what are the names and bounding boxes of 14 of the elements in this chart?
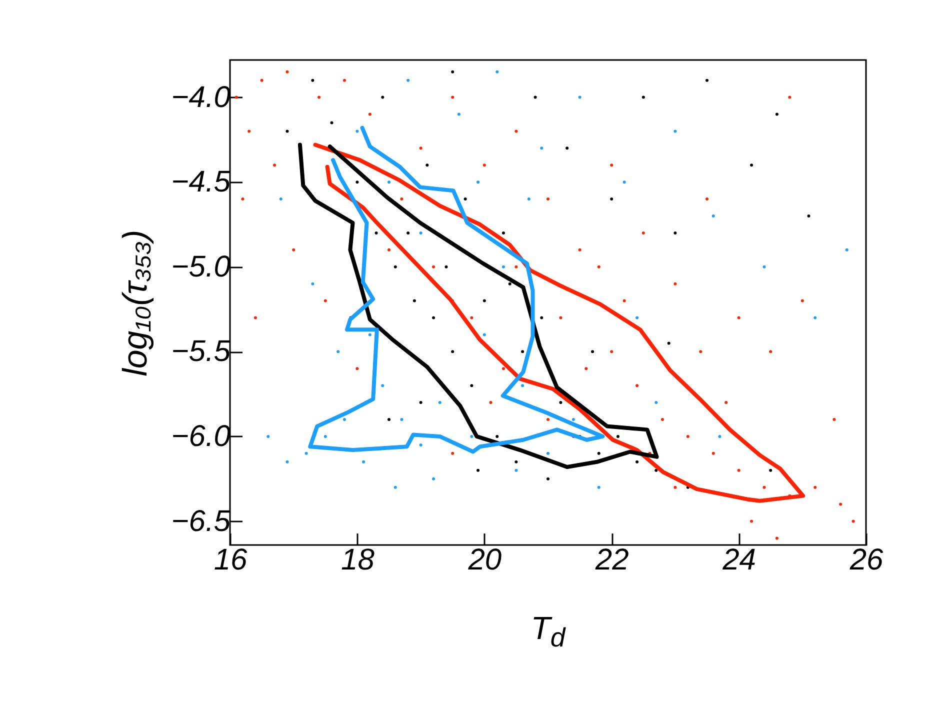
- y-tick-label: −4.0: [171, 80, 231, 114]
- x-tick-label: 22: [594, 544, 630, 576]
- x-tick-label: 24: [722, 544, 756, 576]
- y-tick-label: −5.5: [171, 335, 231, 368]
- x-tick-label: 18: [341, 544, 375, 576]
- x-tick-label: 26: [848, 544, 884, 576]
- y-tick-label: −6.0: [171, 420, 231, 453]
- y-tick-label: −6.5: [171, 504, 231, 538]
- y-tick-label: −5.0: [171, 250, 231, 284]
- x-axis-title: T$_{d}$: [530, 610, 567, 654]
- y-axis-title: log₁₀(τ₃₅₃): [116, 230, 154, 376]
- x-tick-label: 16: [214, 544, 248, 576]
- x-tick-label: 20: [467, 544, 502, 576]
- y-tick-label: −4.5: [171, 166, 231, 199]
